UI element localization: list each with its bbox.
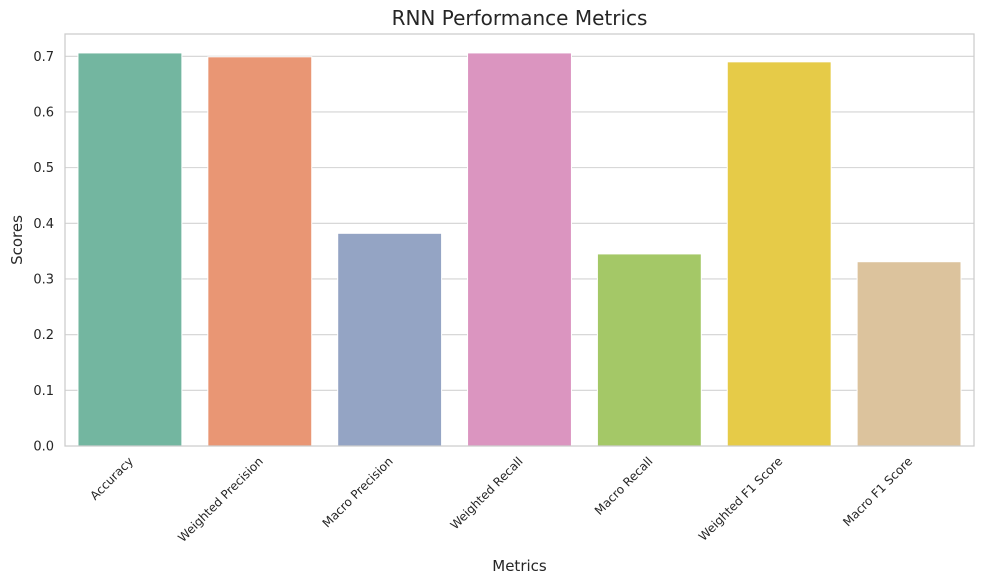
y-tick-label: 0.2 xyxy=(33,328,54,343)
y-tick-labels: 0.0 0.1 0.2 0.3 0.4 0.5 0.6 0.7 xyxy=(33,50,54,455)
bar xyxy=(726,61,832,447)
bar xyxy=(467,52,572,447)
bar xyxy=(77,52,183,447)
y-tick-label: 0.7 xyxy=(33,50,54,65)
plot-frame xyxy=(64,33,975,447)
y-tick-label: 0.3 xyxy=(33,272,54,287)
bar xyxy=(207,56,313,447)
y-tick-label: 0.0 xyxy=(33,440,54,455)
y-tick-label: 0.5 xyxy=(33,161,54,176)
bars xyxy=(77,52,962,447)
bar xyxy=(856,261,962,447)
bar xyxy=(337,232,443,447)
bar xyxy=(596,253,702,447)
y-axis-label: Scores xyxy=(8,215,26,265)
x-axis-label: Metrics xyxy=(492,557,547,575)
chart-title: RNN Performance Metrics xyxy=(392,6,648,30)
y-tick-label: 0.6 xyxy=(33,105,54,120)
y-tick-label: 0.1 xyxy=(33,384,54,399)
y-tick-label: 0.4 xyxy=(33,217,54,232)
